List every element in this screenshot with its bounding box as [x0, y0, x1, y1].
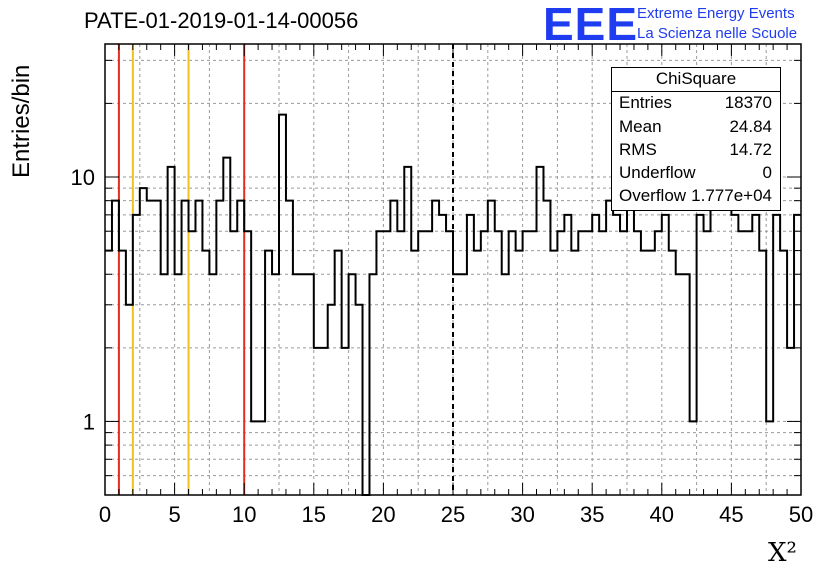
stat-value: 1.777e+04 — [691, 186, 772, 205]
stat-label: Overflow — [619, 186, 687, 205]
stats-box: ChiSquare Entries 18370 Mean 24.84 RMS 1… — [611, 67, 781, 211]
x-tick-label: 20 — [371, 502, 395, 527]
x-tick-label: 5 — [168, 502, 180, 527]
stat-row-underflow: Underflow 0 — [619, 163, 772, 187]
stat-label: RMS — [619, 140, 657, 159]
histogram-series — [105, 113, 801, 496]
x-tick-label: 25 — [441, 502, 465, 527]
stats-separator — [612, 91, 780, 92]
page-title: PATE-01-2019-01-14-00056 — [84, 8, 359, 33]
stat-row-rms: RMS 14.72 — [619, 140, 772, 164]
stat-value: 24.84 — [729, 117, 772, 136]
stat-label: Mean — [619, 117, 662, 136]
x-axis-label: X² — [768, 538, 797, 568]
y-tick-label: 10 — [71, 165, 95, 190]
logo-line-2: La Scienza nelle Scuole — [637, 25, 798, 42]
stat-row-entries: Entries 18370 — [619, 93, 772, 117]
x-tick-label: 35 — [580, 502, 604, 527]
stat-label: Entries — [619, 93, 672, 112]
y-tick-label: 1 — [83, 409, 95, 434]
stat-value: 18370 — [724, 93, 772, 112]
x-tick-label: 30 — [510, 502, 534, 527]
logo-line-1: Extreme Energy Events — [637, 5, 795, 22]
stat-value: 14.72 — [729, 140, 772, 159]
x-tick-label: 50 — [789, 502, 813, 527]
x-tick-label: 45 — [719, 502, 743, 527]
logo-mark: EEE — [543, 0, 639, 50]
stat-label: Underflow — [619, 163, 696, 182]
stat-value: 0 — [762, 163, 772, 182]
x-tick-label: 40 — [650, 502, 674, 527]
x-tick-label: 0 — [99, 502, 111, 527]
stat-row-mean: Mean 24.84 — [619, 117, 772, 141]
stat-row-overflow: Overflow 1.777e+04 — [619, 186, 772, 210]
x-tick-label: 10 — [232, 502, 256, 527]
y-axis-label: Entries/bin — [8, 64, 35, 178]
x-tick-label: 15 — [302, 502, 326, 527]
stats-title: ChiSquare — [655, 69, 737, 88]
